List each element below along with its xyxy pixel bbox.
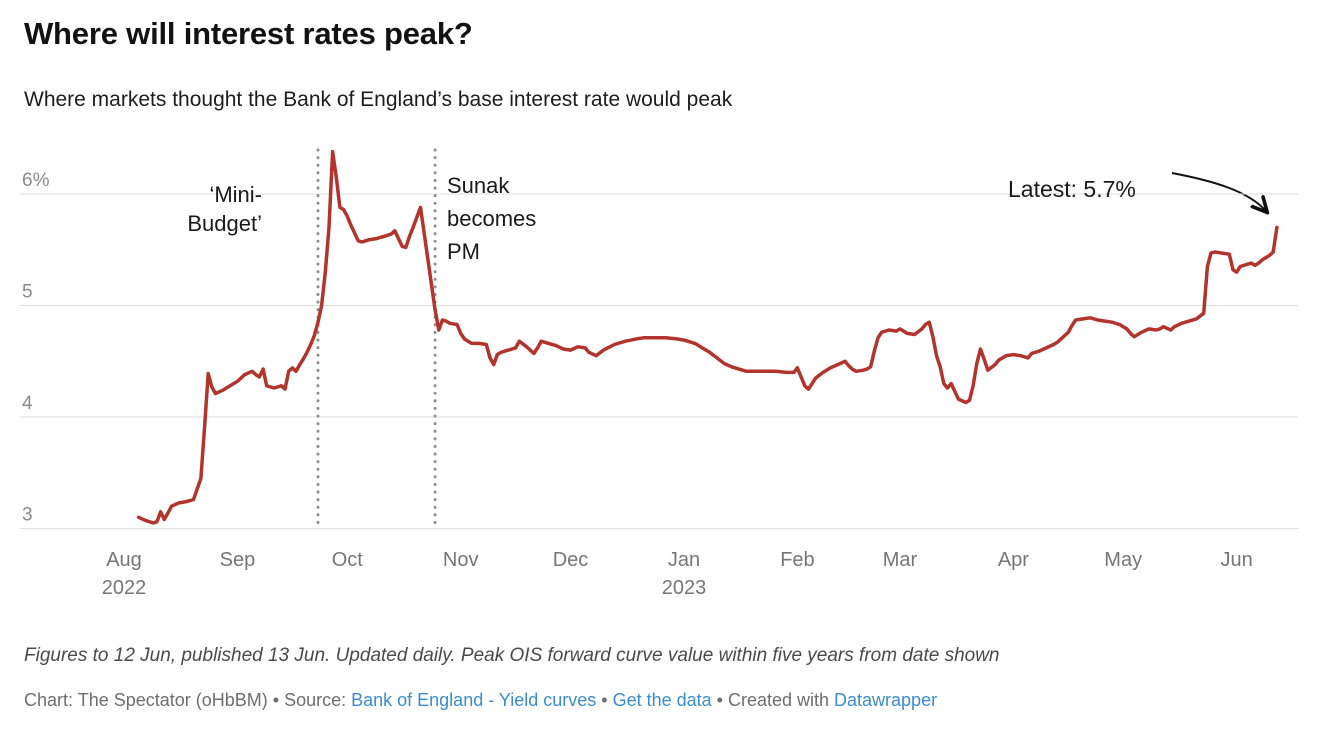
x-axis-year-label: 2022 <box>102 577 147 599</box>
y-axis-label: 4 <box>22 393 33 414</box>
annotation-mini-budget: ‘Mini- Budget’ <box>187 182 262 236</box>
x-axis-label: Aug <box>106 549 142 571</box>
datawrapper-link[interactable]: Datawrapper <box>834 690 938 710</box>
chart-title: Where will interest rates peak? <box>24 16 473 51</box>
latest-arrow <box>1171 172 1266 211</box>
x-axis-label: Jun <box>1221 549 1253 571</box>
chart-notes: Figures to 12 Jun, published 13 Jun. Upd… <box>24 645 1000 666</box>
x-axis-label: Nov <box>443 549 479 571</box>
chart-byline: Chart: The Spectator (oHbBM) • Source: B… <box>24 690 937 711</box>
x-axis-label: Jan <box>668 549 700 571</box>
y-axis-label: 6% <box>22 170 50 191</box>
annotation-sunak-becomes-pm: Sunak becomes PM <box>447 173 537 264</box>
x-axis-label: Apr <box>998 549 1029 571</box>
y-axis-label: 3 <box>22 505 33 526</box>
x-axis-label: Mar <box>883 549 918 571</box>
chart-subtitle: Where markets thought the Bank of Englan… <box>24 88 733 111</box>
byline-prefix: Chart: The Spectator (oHbBM) • Source: <box>24 690 352 710</box>
line-chart: 3 4 5 6% Aug 2022 Sep Oct Nov Dec Jan 2023 Feb Mar Apr… <box>20 148 1298 599</box>
source-link[interactable]: Bank of England - Yield curves <box>351 690 597 710</box>
x-axis-label: Feb <box>780 549 814 571</box>
y-axis-label: 5 <box>22 282 33 303</box>
x-axis-label: Oct <box>332 549 364 571</box>
chart-plot-area: 3 4 5 6% Aug 2022 Sep Oct Nov Dec Jan 2023 Feb Mar Apr… <box>0 140 1322 618</box>
series-line <box>136 149 1279 525</box>
x-axis-year-label: 2023 <box>662 577 707 599</box>
x-axis-label: Sep <box>220 549 256 571</box>
x-axis-label: Dec <box>553 549 589 571</box>
x-axis-label: May <box>1104 549 1142 571</box>
byline-separator: • <box>596 690 613 710</box>
byline-created-with: • Created with <box>711 690 835 710</box>
get-the-data-link[interactable]: Get the data <box>612 690 712 710</box>
annotation-latest-value: Latest: 5.7% <box>1008 176 1136 202</box>
